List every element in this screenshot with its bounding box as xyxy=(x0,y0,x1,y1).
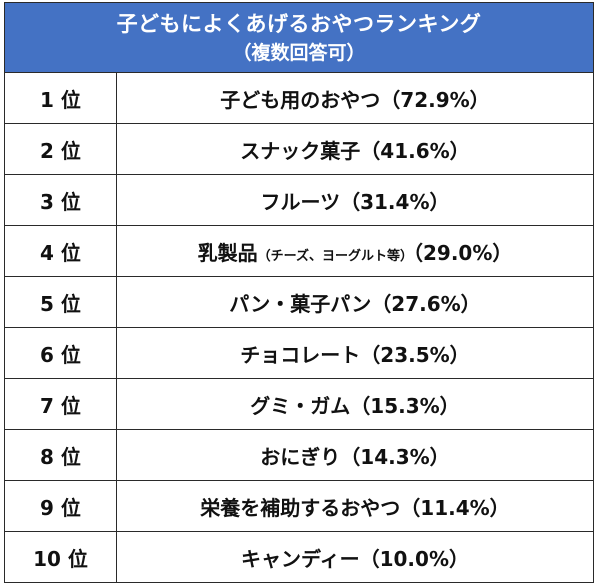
item-cell: おにぎり（14.3%） xyxy=(116,429,594,481)
table-row: 2 位 スナック菓子（41.6%） xyxy=(4,123,594,175)
table-title: 子どもによくあげるおやつランキング xyxy=(116,11,482,36)
table-row: 4 位 乳製品（チーズ、ヨーグルト等）（29.0%） xyxy=(4,225,594,277)
rank-cell: 1 位 xyxy=(4,72,117,124)
item-cell: スナック菓子（41.6%） xyxy=(116,123,594,175)
item-cell: チョコレート（23.5%） xyxy=(116,327,594,379)
item-cell: 子ども用のおやつ（72.9%） xyxy=(116,72,594,124)
table-row: 3 位 フルーツ（31.4%） xyxy=(4,174,594,226)
rank-cell: 5 位 xyxy=(4,276,117,328)
table-row: 7 位 グミ・ガム（15.3%） xyxy=(4,378,594,430)
item-cell: パン・菓子パン（27.6%） xyxy=(116,276,594,328)
item-cell: 栄養を補助するおやつ（11.4%） xyxy=(116,480,594,532)
table-row: 1 位 子ども用のおやつ（72.9%） xyxy=(4,72,594,124)
ranking-table: 子どもによくあげるおやつランキング （複数回答可） 1 位 子ども用のおやつ（7… xyxy=(4,2,594,583)
table-subtitle: （複数回答可） xyxy=(232,41,366,64)
rank-cell: 3 位 xyxy=(4,174,117,226)
table-row: 8 位 おにぎり（14.3%） xyxy=(4,429,594,481)
rank-cell: 10 位 xyxy=(4,531,117,583)
table-header-row: 子どもによくあげるおやつランキング （複数回答可） xyxy=(4,2,594,73)
table-header: 子どもによくあげるおやつランキング （複数回答可） xyxy=(4,2,594,73)
rank-cell: 2 位 xyxy=(4,123,117,175)
table-row: 9 位 栄養を補助するおやつ（11.4%） xyxy=(4,480,594,532)
rank-cell: 6 位 xyxy=(4,327,117,379)
table-row: 10 位 キャンディー（10.0%） xyxy=(4,531,594,583)
item-cell: フルーツ（31.4%） xyxy=(116,174,594,226)
item-cell: キャンディー（10.0%） xyxy=(116,531,594,583)
rank-cell: 4 位 xyxy=(4,225,117,277)
item-percentage: （29.0%） xyxy=(412,240,513,265)
rank-cell: 9 位 xyxy=(4,480,117,532)
table-row: 6 位 チョコレート（23.5%） xyxy=(4,327,594,379)
table-row: 5 位 パン・菓子パン（27.6%） xyxy=(4,276,594,328)
rank-cell: 7 位 xyxy=(4,378,117,430)
item-name: 乳製品 xyxy=(197,240,258,265)
item-cell: 乳製品（チーズ、ヨーグルト等）（29.0%） xyxy=(116,225,594,277)
rank-cell: 8 位 xyxy=(4,429,117,481)
item-cell: グミ・ガム（15.3%） xyxy=(116,378,594,430)
item-note: （チーズ、ヨーグルト等） xyxy=(257,248,413,264)
